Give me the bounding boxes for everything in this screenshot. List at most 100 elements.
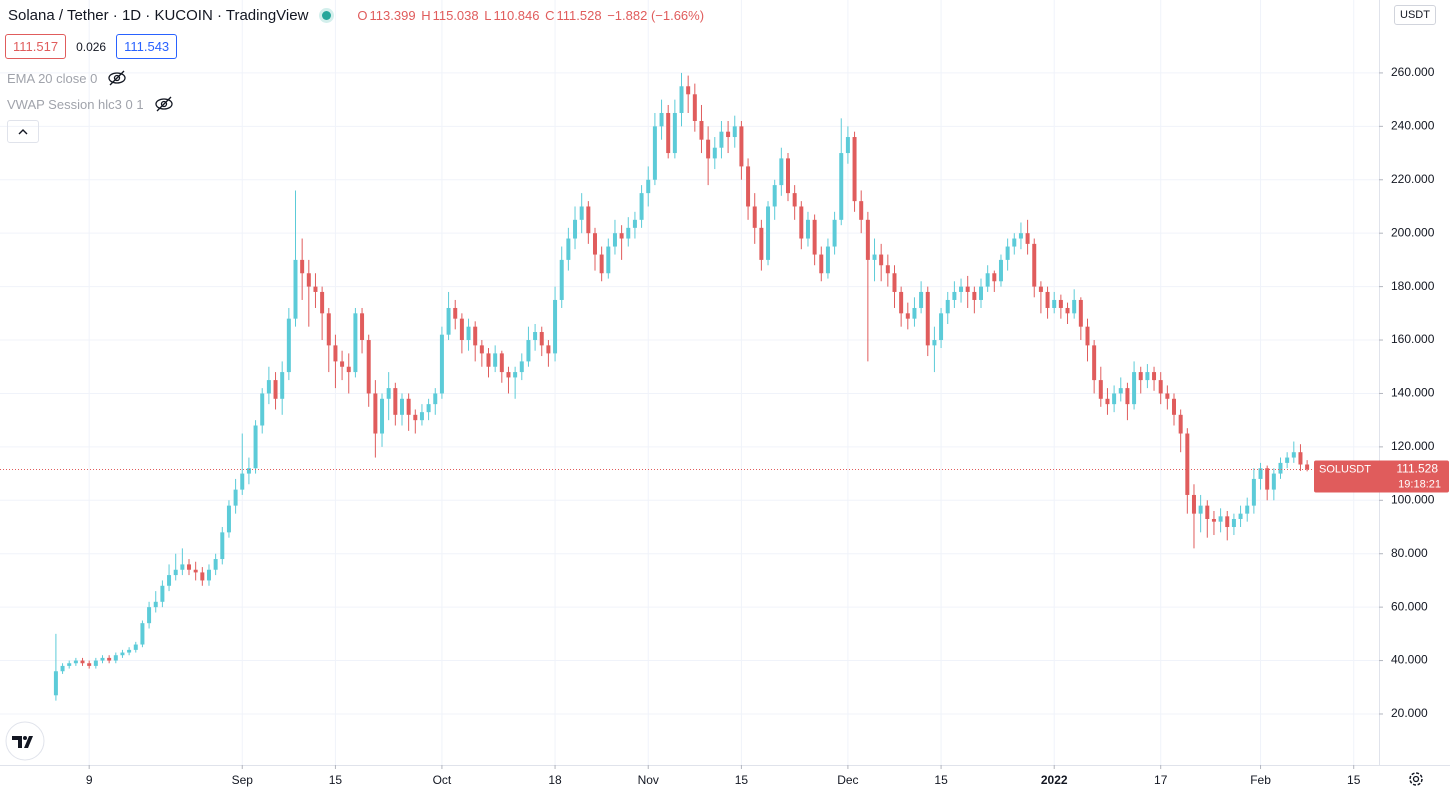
candle-body <box>619 233 624 239</box>
candle-body <box>1218 516 1223 522</box>
candle-body <box>1238 513 1243 519</box>
candle-body <box>526 340 531 362</box>
candle-body <box>200 572 205 581</box>
candle-body <box>599 254 604 274</box>
candle-body <box>766 206 771 260</box>
indicator[interactable]: EMA 20 close 0 <box>7 70 127 86</box>
candle-body <box>1045 291 1050 308</box>
y-tick-label: 20.000 <box>1391 706 1428 720</box>
grid <box>0 0 1379 765</box>
candle-body <box>1178 414 1183 434</box>
candle-body <box>366 340 371 394</box>
candle-body <box>566 238 571 260</box>
x-tick-label: 18 <box>548 773 562 787</box>
candle-body <box>539 332 544 346</box>
candle-body <box>972 291 977 300</box>
candle-body <box>107 657 112 661</box>
candle-body <box>499 353 504 373</box>
y-tick-label: 140.000 <box>1391 386 1435 400</box>
candle-body <box>712 147 717 159</box>
candle-body <box>1245 505 1250 514</box>
ohlc-label: L <box>484 8 492 23</box>
candle-body <box>792 193 797 207</box>
candle-body <box>892 273 897 292</box>
x-tick-label: Nov <box>638 773 659 787</box>
x-tick-label: 17 <box>1154 773 1168 787</box>
candle-body <box>419 412 424 421</box>
ask[interactable]: 111.543 <box>116 34 178 59</box>
candle-body <box>333 345 338 362</box>
candle-body <box>293 259 298 319</box>
candle-body <box>173 569 178 576</box>
candle-body <box>1058 299 1063 308</box>
candle-body <box>1271 473 1276 490</box>
candle-body <box>979 286 984 300</box>
candle-body <box>479 345 484 354</box>
ohlc-label: H <box>421 8 431 23</box>
candle-body <box>819 254 824 274</box>
currency-button[interactable]: USDT <box>1394 5 1436 25</box>
candle-body <box>127 649 132 653</box>
collapse-button[interactable] <box>7 120 39 143</box>
candle-body <box>1305 464 1310 470</box>
candle-body <box>1251 478 1256 506</box>
last-price-label: 111.528 <box>1396 462 1438 476</box>
candle-body <box>805 219 810 239</box>
candle-body <box>579 206 584 220</box>
candle-body <box>406 398 411 415</box>
y-tick-label: 200.000 <box>1391 225 1435 239</box>
hidden-icon[interactable] <box>107 70 127 86</box>
candle-body <box>433 393 438 405</box>
ohlc: O 113.399 H 115.038 L 110.846 C 111.528 −1.8… <box>357 8 706 23</box>
candle-body <box>266 380 271 394</box>
candle-body <box>1098 380 1103 399</box>
candle-body <box>80 660 85 664</box>
candle-body <box>67 663 72 666</box>
candle-body <box>373 393 378 434</box>
settings-icon[interactable] <box>1409 772 1423 786</box>
candle-body <box>187 564 192 570</box>
candle-body <box>959 286 964 292</box>
indicator[interactable]: VWAP Session hlc3 0 1 <box>7 96 174 112</box>
candle-body <box>519 361 524 373</box>
candle-body <box>473 326 478 346</box>
candle-body <box>426 404 431 413</box>
candle-body <box>1105 398 1110 405</box>
candle-body <box>1072 299 1077 314</box>
market-status <box>322 11 332 20</box>
candle-body <box>493 353 498 367</box>
candle-body <box>1118 388 1123 394</box>
candle-body <box>73 660 78 664</box>
candle-body <box>206 569 211 581</box>
candle-body <box>1145 372 1150 381</box>
hidden-icon[interactable] <box>154 96 174 112</box>
candle-body <box>313 286 318 292</box>
candle-body <box>87 663 92 666</box>
candle-body <box>905 313 910 319</box>
candle-body <box>832 219 837 247</box>
candle-body <box>852 137 857 202</box>
ohlc-value: 115.038 <box>432 8 479 23</box>
y-tick-label: 80.000 <box>1391 546 1428 560</box>
candle-body <box>1231 518 1236 528</box>
candle-body <box>839 153 844 220</box>
candle-body <box>446 307 451 335</box>
candle-body <box>899 291 904 314</box>
candle-body <box>466 326 471 341</box>
candle-body <box>1138 372 1143 381</box>
candle-body <box>992 273 997 282</box>
candle-body <box>786 158 790 194</box>
bid[interactable]: 111.517 <box>5 34 67 59</box>
candle-body <box>393 388 398 415</box>
candle-body <box>732 126 737 138</box>
candle-body <box>1278 462 1283 474</box>
candle-body <box>998 259 1003 282</box>
candle-body <box>612 233 617 247</box>
indicator-label: EMA 20 close 0 <box>7 70 98 86</box>
candle-body <box>113 655 118 661</box>
candle-body <box>1025 233 1030 244</box>
candle-body <box>546 345 551 354</box>
candle-body <box>606 246 611 274</box>
candle-body <box>965 286 970 292</box>
